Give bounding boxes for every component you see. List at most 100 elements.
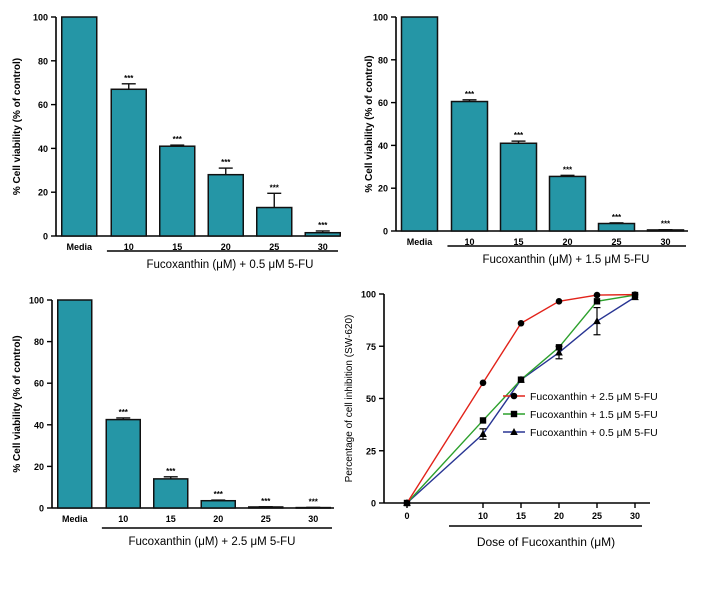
y-tick-label: 40 (38, 144, 48, 154)
data-point (517, 376, 525, 383)
significance-label: *** (612, 213, 622, 222)
y-axis-title: % Cell viability (% of control) (364, 55, 375, 192)
x-tick-label: 15 (516, 511, 526, 521)
x-axis-title: Fucoxanthin (μM) + 0.5 μM 5-FU (147, 259, 314, 271)
significance-label: *** (318, 221, 328, 230)
y-tick-label: 100 (373, 13, 388, 23)
legend-item: Fucoxanthin + 0.5 μM 5-FU (503, 427, 658, 439)
significance-label: *** (214, 490, 224, 499)
significance-label: *** (166, 467, 176, 476)
significance-label: *** (173, 135, 183, 144)
y-tick-label: 60 (34, 379, 44, 389)
y-tick-label: 20 (38, 188, 48, 198)
y-tick-label: 100 (33, 13, 48, 23)
data-point (555, 298, 563, 305)
x-tick-label: Media (62, 514, 89, 524)
data-point (479, 430, 487, 438)
x-tick-label: 30 (318, 242, 328, 252)
x-axis-title: Fucoxanthin (μM) + 1.5 μM 5-FU (483, 254, 650, 266)
y-tick-label: 0 (383, 227, 388, 237)
data-point (555, 348, 563, 356)
data-point (517, 319, 525, 327)
bar (548, 175, 587, 232)
series-line (406, 296, 636, 504)
bar (400, 16, 439, 232)
bar (57, 299, 93, 509)
significance-label: *** (124, 74, 134, 83)
data-point (555, 344, 563, 351)
y-tick-label: 40 (34, 420, 44, 430)
y-tick-label: 100 (361, 290, 376, 300)
significance-label: *** (270, 183, 280, 192)
bar (159, 145, 196, 237)
y-tick-label: 80 (378, 55, 388, 65)
legend-marker (510, 428, 518, 435)
x-tick-label: Media (66, 242, 93, 252)
significance-label: *** (261, 497, 271, 506)
x-tick-label: 30 (308, 514, 318, 524)
significance-label: *** (514, 131, 524, 140)
data-point (593, 298, 601, 305)
bar (597, 222, 636, 232)
x-tick-label: 30 (660, 237, 670, 247)
bar (207, 173, 244, 237)
x-tick-label: 20 (554, 511, 564, 521)
y-tick-label: 25 (366, 446, 376, 456)
x-tick-label: 25 (269, 242, 279, 252)
x-tick-label: 0 (404, 511, 409, 521)
x-tick-label: 10 (124, 242, 134, 252)
legend-marker (510, 392, 518, 400)
line-chart-bottom-right: 0 25 50 75 100 0 10 15 20 25 30 Dose of Fucoxanthin… (344, 290, 658, 550)
x-axis-title: Fucoxanthin (μM) + 2.5 μM 5-FU (129, 536, 296, 548)
series-line (406, 294, 636, 504)
legend-label: Fucoxanthin + 1.5 μM 5-FU (530, 409, 658, 421)
legend-label: Fucoxanthin + 2.5 μM 5-FU (530, 391, 658, 403)
y-tick-label: 50 (366, 394, 376, 404)
bar (499, 142, 538, 232)
significance-label: *** (221, 158, 231, 167)
bar-chart-top-left: 0 20 40 60 80 100 Media *** 10 *** 15 *** 20 *** 25 ***… (12, 13, 341, 271)
x-tick-label: 10 (118, 514, 128, 524)
x-tick-label: 20 (221, 242, 231, 252)
x-tick-label: 10 (478, 511, 488, 521)
y-tick-label: 20 (378, 184, 388, 194)
y-tick-label: 60 (378, 98, 388, 108)
x-tick-label: 10 (464, 237, 474, 247)
y-axis-title: % Cell viability (% of control) (12, 335, 23, 472)
y-tick-label: 0 (43, 232, 48, 242)
y-tick-label: 20 (34, 462, 44, 472)
significance-label: *** (119, 408, 129, 417)
data-point (403, 499, 411, 507)
x-tick-label: 20 (562, 237, 572, 247)
series-circle (403, 291, 639, 507)
bar (110, 88, 147, 237)
significance-label: *** (563, 165, 573, 174)
x-tick-label: Media (407, 237, 434, 247)
x-tick-label: 25 (611, 237, 621, 247)
bar (61, 16, 98, 237)
y-tick-label: 60 (38, 100, 48, 110)
x-tick-label: 25 (592, 511, 602, 521)
significance-label: *** (309, 497, 319, 506)
y-tick-label: 75 (366, 342, 376, 352)
data-point (631, 291, 639, 298)
bar (153, 478, 189, 509)
x-tick-label: 15 (172, 242, 182, 252)
data-point (593, 291, 601, 299)
bar-chart-bottom-left: 0 20 40 60 80 100 Media *** 10 *** 15 *** 20 *** 25 ***… (12, 296, 334, 548)
legend: Fucoxanthin + 2.5 μM 5-FU Fucoxanthin + 1… (503, 391, 658, 439)
y-axis-title: Percentage of cell inhibition (SW-620) (344, 315, 355, 483)
bar (450, 100, 489, 232)
significance-label: *** (661, 220, 671, 229)
y-tick-label: 80 (34, 337, 44, 347)
bar (105, 418, 141, 509)
legend-item: Fucoxanthin + 1.5 μM 5-FU (503, 409, 658, 421)
x-tick-label: 25 (261, 514, 271, 524)
series-line (406, 293, 636, 504)
y-tick-label: 80 (38, 56, 48, 66)
legend-item: Fucoxanthin + 2.5 μM 5-FU (503, 391, 658, 403)
bar (256, 206, 293, 237)
y-tick-label: 0 (371, 499, 376, 509)
x-tick-label: 30 (630, 511, 640, 521)
